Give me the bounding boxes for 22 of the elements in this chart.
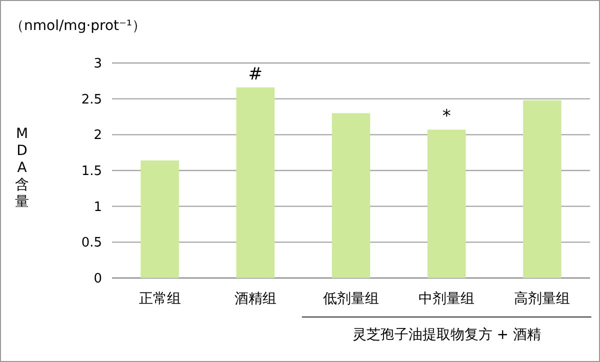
x-tick-label: 低剂量组 [323,291,379,307]
x-tick-label: 酒精组 [234,291,276,307]
x-tick-label: 中剂量组 [418,291,475,307]
x-tick-label: 高剂量组 [514,291,570,307]
x-tick-label: 正常组 [138,291,181,307]
annotation: * [442,106,451,127]
y-tick-label: 1 [94,200,102,215]
y-tick-label: 2.5 [81,92,102,108]
y-axis-title: MDA含量 [15,126,29,210]
annotation: # [248,64,263,84]
bar [236,87,275,278]
y-tick-label: 2 [94,128,102,144]
text: （nmol/mg·prot⁻¹） [10,18,146,34]
bar [140,160,179,278]
y-tick-label: 0 [94,272,102,287]
y-tick-label: 0.5 [81,236,102,251]
y-tick-label: 3 [94,56,102,72]
bar [332,113,370,278]
bar [427,130,466,278]
bar [523,100,562,278]
y-tick-label: 1.5 [81,164,102,180]
text: 灵芝孢子油提取物复方 + 酒精 [352,327,541,343]
